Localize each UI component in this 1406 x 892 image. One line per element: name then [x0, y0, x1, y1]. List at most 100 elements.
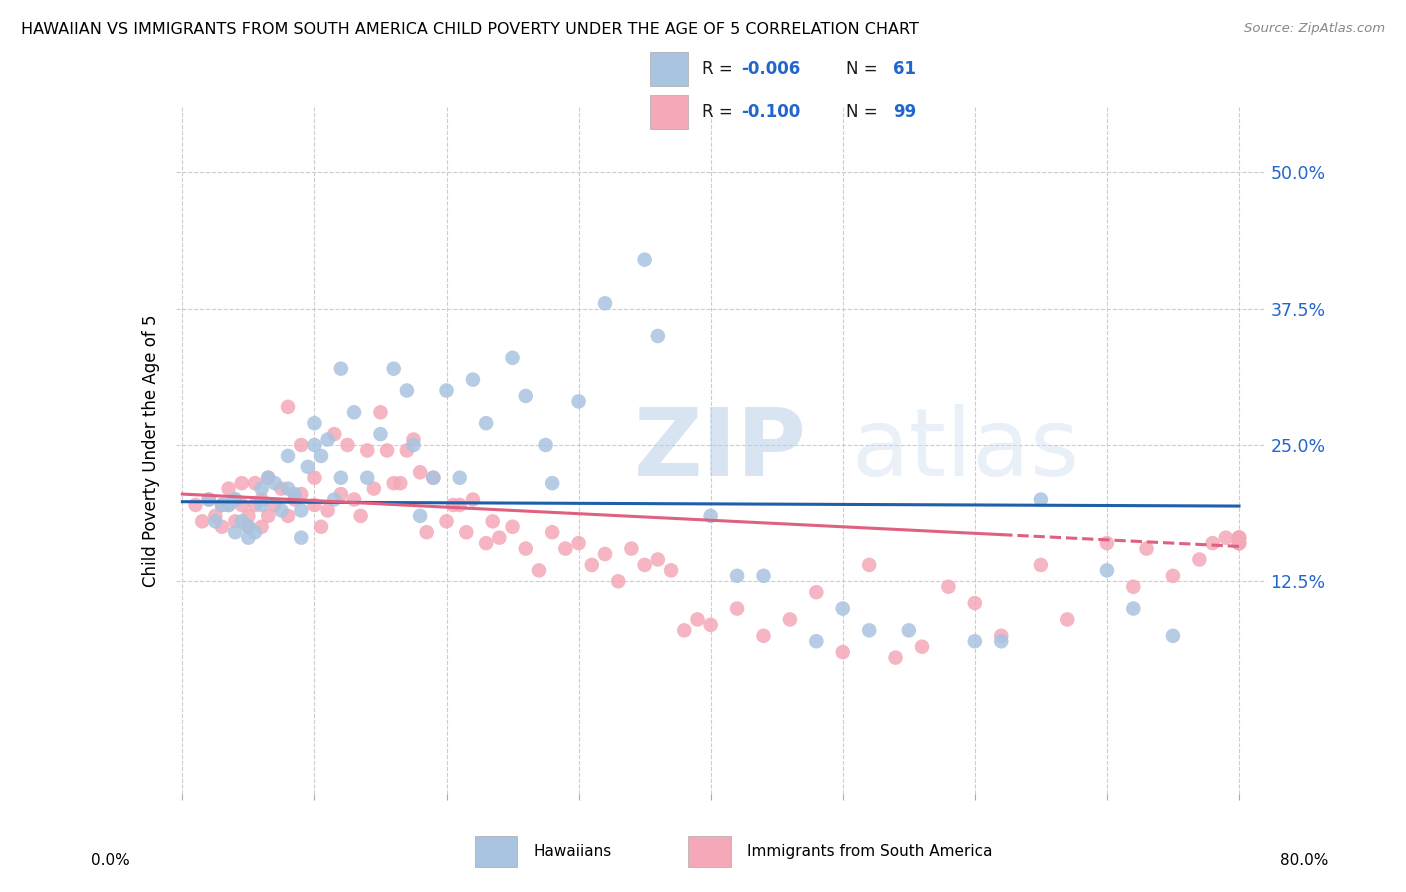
Point	[243, 476, 266, 491]
Point	[382, 361, 405, 376]
Point	[699, 618, 721, 632]
Point	[858, 624, 880, 638]
Point	[554, 541, 576, 556]
Point	[963, 634, 986, 648]
Point	[277, 482, 299, 496]
Point	[502, 351, 524, 365]
Point	[1215, 531, 1237, 545]
Point	[204, 514, 226, 528]
Text: 0.0%: 0.0%	[91, 854, 131, 868]
Point	[370, 427, 392, 442]
Point	[673, 624, 696, 638]
Point	[316, 433, 339, 447]
Point	[1029, 492, 1052, 507]
Point	[422, 471, 444, 485]
Point	[304, 438, 326, 452]
Point	[1227, 536, 1250, 550]
Point	[581, 558, 603, 572]
Point	[402, 433, 425, 447]
Point	[436, 384, 458, 398]
Point	[382, 476, 405, 491]
Point	[277, 449, 299, 463]
Point	[350, 508, 373, 523]
Point	[211, 520, 233, 534]
Point	[191, 514, 214, 528]
Point	[238, 520, 260, 534]
Point	[884, 650, 907, 665]
Point	[218, 482, 240, 496]
Point	[395, 384, 418, 398]
Point	[284, 492, 307, 507]
Point	[1188, 552, 1211, 566]
Point	[1095, 563, 1118, 577]
Point	[370, 405, 392, 419]
Point	[481, 514, 503, 528]
Point	[218, 498, 240, 512]
Point	[363, 482, 385, 496]
Point	[659, 563, 682, 577]
Point	[250, 492, 273, 507]
Point	[647, 552, 669, 566]
Point	[1227, 531, 1250, 545]
Text: -0.100: -0.100	[741, 103, 800, 121]
Point	[990, 634, 1012, 648]
Point	[284, 487, 307, 501]
Point	[620, 541, 643, 556]
Point	[897, 624, 920, 638]
Point	[343, 405, 366, 419]
Point	[243, 525, 266, 540]
Point	[422, 471, 444, 485]
Point	[1227, 531, 1250, 545]
Point	[263, 498, 285, 512]
Point	[1029, 558, 1052, 572]
Point	[415, 525, 437, 540]
Point	[831, 601, 853, 615]
Text: N =: N =	[846, 60, 883, 78]
Point	[375, 443, 398, 458]
Point	[211, 498, 233, 512]
Point	[309, 449, 332, 463]
Point	[502, 520, 524, 534]
Point	[461, 373, 484, 387]
Point	[329, 471, 352, 485]
FancyBboxPatch shape	[689, 837, 731, 867]
Point	[1135, 541, 1157, 556]
Point	[806, 585, 828, 599]
Point	[831, 645, 853, 659]
Point	[1095, 536, 1118, 550]
Point	[527, 563, 550, 577]
Point	[515, 389, 537, 403]
Point	[257, 508, 280, 523]
Point	[231, 476, 253, 491]
Point	[356, 443, 378, 458]
Point	[963, 596, 986, 610]
Point	[456, 525, 478, 540]
Point	[290, 503, 312, 517]
Point	[1227, 536, 1250, 550]
Text: 61: 61	[893, 60, 915, 78]
Point	[1161, 629, 1184, 643]
Point	[541, 476, 564, 491]
Point	[475, 536, 498, 550]
Point	[449, 471, 471, 485]
Point	[1227, 536, 1250, 550]
Point	[1227, 536, 1250, 550]
Point	[218, 498, 240, 512]
Point	[250, 520, 273, 534]
Point	[475, 416, 498, 430]
Point	[725, 569, 748, 583]
Point	[304, 498, 326, 512]
Point	[607, 574, 630, 589]
Point	[515, 541, 537, 556]
Point	[343, 492, 366, 507]
Point	[323, 427, 346, 442]
Point	[238, 508, 260, 523]
Point	[224, 514, 246, 528]
Point	[441, 498, 464, 512]
Point	[224, 492, 246, 507]
Point	[238, 520, 260, 534]
Point	[806, 634, 828, 648]
Point	[270, 482, 292, 496]
Point	[1122, 580, 1144, 594]
Text: -0.006: -0.006	[741, 60, 800, 78]
